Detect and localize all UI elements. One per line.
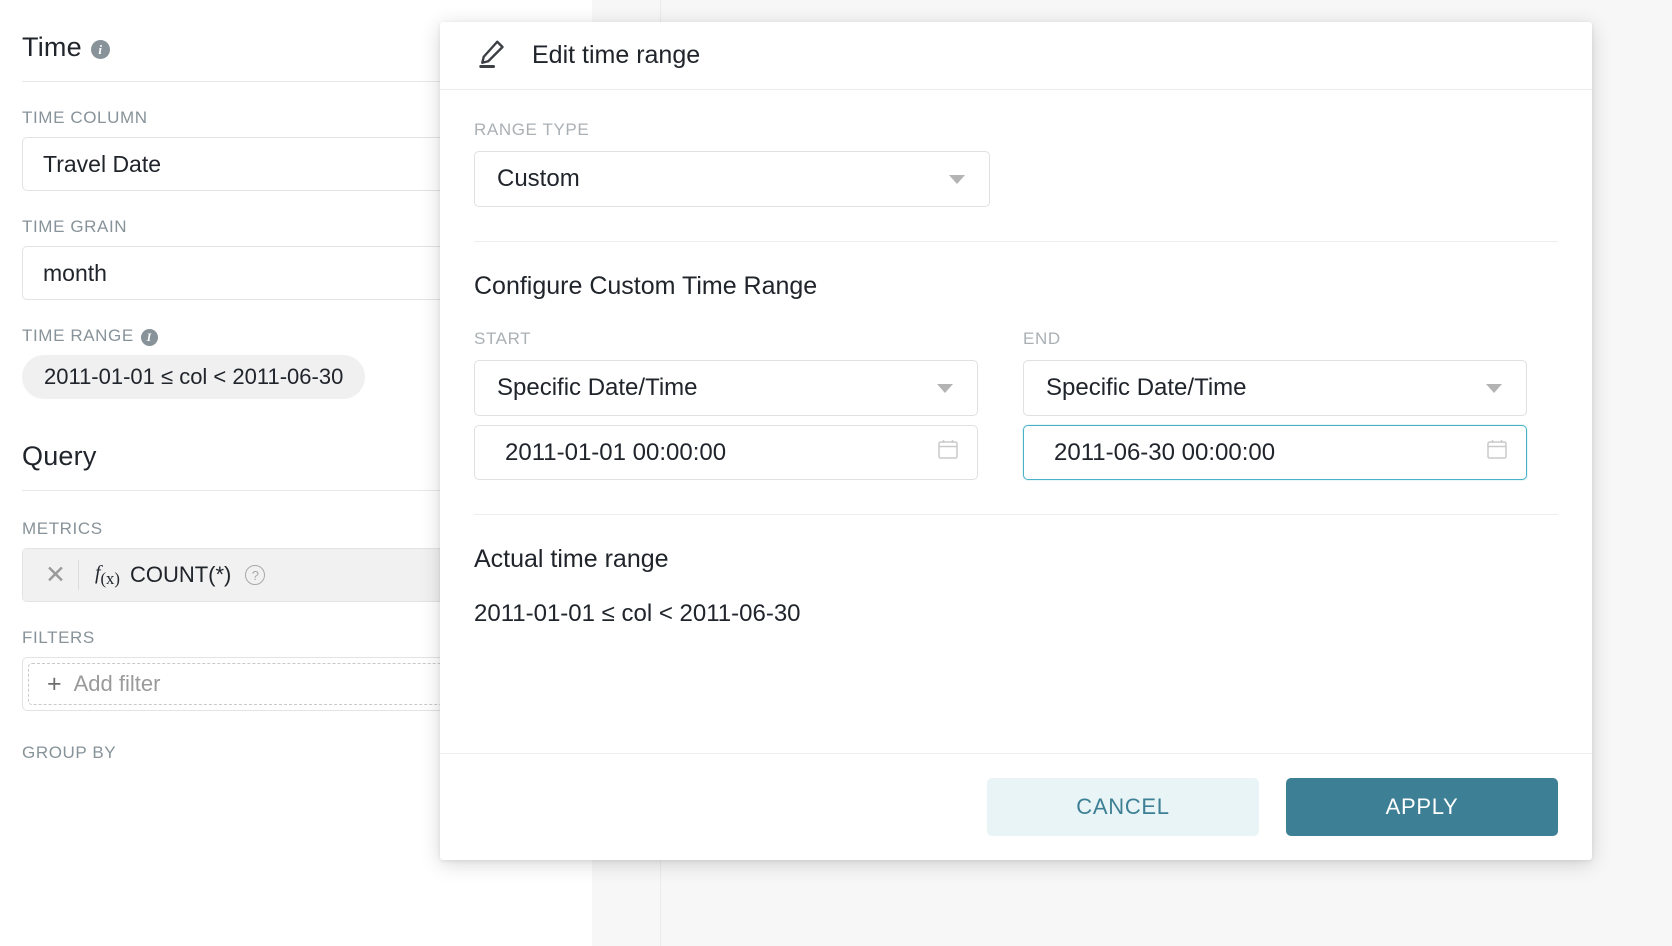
end-mode-value: Specific Date/Time [1046,374,1247,401]
time-section-title: Time [22,32,82,62]
start-datetime-input[interactable]: 2011-01-01 00:00:00 [474,425,978,480]
modal-title: Edit time range [532,41,701,69]
info-icon[interactable]: i [140,328,158,346]
end-datetime-value: 2011-06-30 00:00:00 [1054,438,1276,466]
time-grain-label: TIME GRAIN [22,217,128,236]
actual-time-range-value: 2011-01-01 ≤ col < 2011-06-30 [474,600,801,627]
divider [474,514,1558,515]
time-column-value: Travel Date [43,150,162,177]
apply-button[interactable]: APPLY [1286,778,1558,836]
modal-header: Edit time range [440,22,1592,90]
calendar-icon[interactable] [936,437,960,468]
start-mode-value: Specific Date/Time [497,374,698,401]
range-type-label: RANGE TYPE [474,120,590,139]
time-range-value-pill[interactable]: 2011-01-01 ≤ col < 2011-06-30 [22,355,366,399]
metrics-label: METRICS [22,519,103,538]
metric-value: COUNT(*) [129,562,232,587]
divider [474,241,1558,242]
end-column: END Specific Date/Time 2011-06-30 00:00:… [1023,329,1527,480]
modal-body: RANGE TYPE Custom Configure Custom Time … [440,90,1592,628]
pencil-icon [474,35,510,76]
configure-custom-range-title: Configure Custom Time Range [474,272,818,300]
range-type-group: RANGE TYPE Custom [474,120,1558,207]
plus-icon: + [47,669,62,698]
time-section-header: Time i [22,32,570,63]
chevron-down-icon [949,174,965,184]
start-end-grid: START Specific Date/Time 2011-01-01 00:0… [474,329,1558,480]
start-column: START Specific Date/Time 2011-01-01 00:0… [474,329,978,480]
group-by-label: GROUP BY [22,743,117,762]
range-type-value: Custom [497,165,580,192]
time-column-label: TIME COLUMN [22,108,148,127]
end-label: END [1023,329,1061,348]
start-datetime-value: 2011-01-01 00:00:00 [505,438,727,466]
query-section-header: Query [22,441,570,472]
time-range-label: TIME RANGE i [22,326,570,346]
start-mode-select[interactable]: Specific Date/Time [474,360,978,416]
time-grain-value: month [43,259,107,286]
start-label: START [474,329,532,348]
query-section-title: Query [22,441,97,471]
info-icon[interactable]: i [90,40,110,59]
end-datetime-input[interactable]: 2011-06-30 00:00:00 [1023,425,1527,480]
add-filter-label: Add filter [73,671,161,696]
chevron-down-icon [937,383,953,393]
function-icon: f(x) [94,561,120,588]
end-mode-select[interactable]: Specific Date/Time [1023,360,1527,416]
section-divider [22,490,570,491]
time-range-label-text: TIME RANGE [22,326,134,345]
modal-footer: CANCEL APPLY [440,753,1592,860]
filters-label: FILTERS [22,628,95,647]
question-circle-icon[interactable]: ? [245,565,266,585]
chevron-down-icon [1486,383,1502,393]
range-type-select[interactable]: Custom [474,151,990,207]
section-divider [22,81,570,82]
cancel-button[interactable]: CANCEL [987,778,1259,836]
edit-time-range-modal: Edit time range RANGE TYPE Custom Config… [440,22,1592,860]
actual-time-range-title: Actual time range [474,545,669,573]
calendar-icon[interactable] [1485,437,1509,468]
close-icon[interactable]: ✕ [31,560,79,590]
time-range-value: 2011-01-01 ≤ col < 2011-06-30 [44,364,344,389]
